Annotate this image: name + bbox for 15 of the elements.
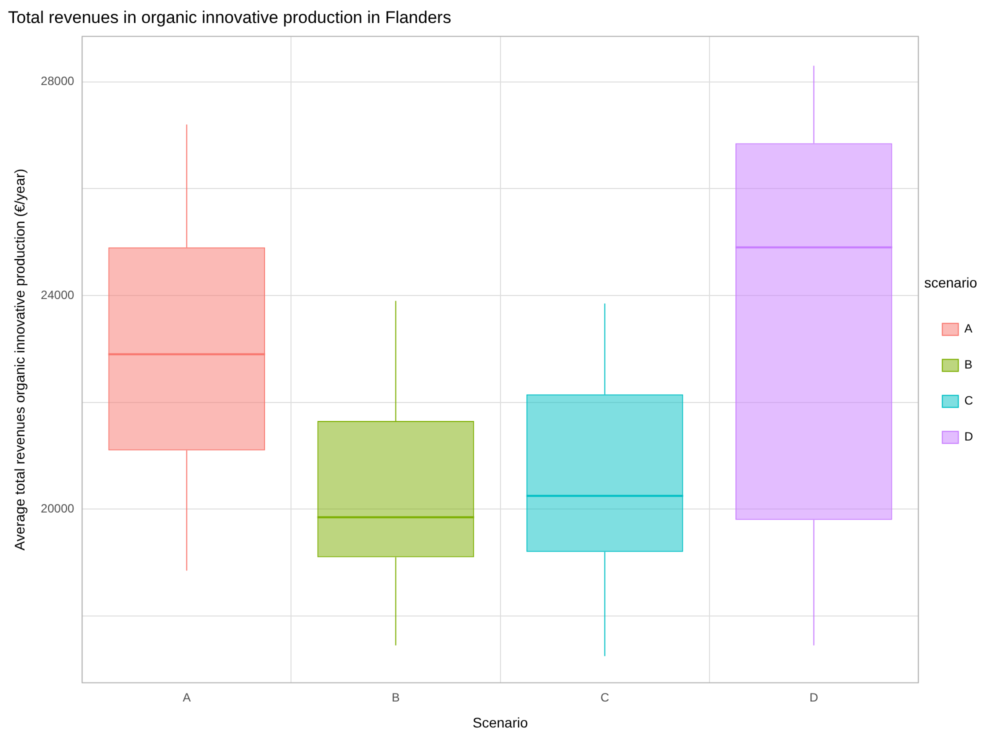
legend-label: C	[964, 394, 974, 408]
x-tick-label: D	[809, 690, 818, 704]
y-axis-title: Average total revenues organic innovative production (€/year)	[11, 168, 28, 551]
legend-label: B	[964, 358, 972, 372]
y-tick-label: 28000	[40, 74, 74, 88]
y-tick-label: 20000	[40, 501, 74, 516]
legend-title: scenario	[924, 274, 978, 290]
x-tick-label: C	[600, 690, 610, 704]
x-tick-label: B	[392, 690, 400, 704]
legend-label: A	[964, 322, 972, 336]
y-tick-label: 24000	[40, 288, 74, 302]
legend-label: D	[964, 430, 974, 444]
x-axis-title: Scenario	[472, 714, 528, 730]
chart-title: Total revenues in organic innovative production in Flanders	[8, 8, 452, 27]
x-tick-label: A	[182, 690, 191, 704]
